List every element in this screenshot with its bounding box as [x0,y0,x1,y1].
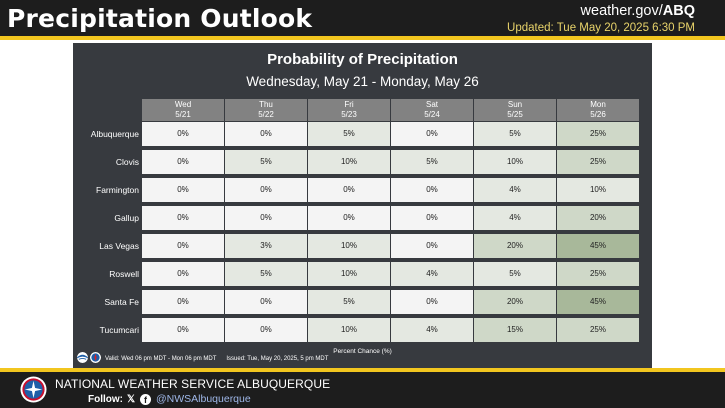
pop-cell: 0% [142,262,224,286]
units-note: Percent Chance (%) [333,348,392,355]
pop-cell: 0% [142,178,224,202]
pop-cell: 20% [557,206,639,230]
column-day: Thu [259,100,273,109]
pop-cell: 0% [142,234,224,258]
pop-cell: 0% [308,178,390,202]
office-name: NATIONAL WEATHER SERVICE ALBUQUERQUE [55,377,331,391]
column-header: Mon 5/26 [557,99,639,121]
valid-period: Valid: Wed 06 pm MDT - Mon 06 pm MDT [105,356,217,362]
pop-cell: 0% [391,178,473,202]
pop-cell: 10% [308,150,390,174]
column-date: 5/26 [590,110,606,119]
row-city-label: Santa Fe [104,297,140,307]
pop-cell: 0% [142,122,224,146]
footer-stripe [0,368,725,372]
pop-cell: 0% [225,318,307,342]
noaa-logo [77,352,88,363]
pop-cell: 0% [308,206,390,230]
site-office: ABQ [662,3,695,19]
row-city-label: Farmington [96,185,139,195]
pop-cell: 45% [557,290,639,314]
site-prefix: weather.gov/ [580,3,663,19]
pop-cell: 5% [225,150,307,174]
updated-timestamp: Updated: Tue May 20, 2025 6:30 PM [507,22,695,34]
validity-text: Valid: Wed 06 pm MDT - Mon 06 pm MDT Issu… [105,355,338,363]
pop-cell: 0% [142,290,224,314]
facebook-icon[interactable]: f [140,394,151,405]
row-city-label: Clovis [115,157,139,167]
column-date: 5/24 [424,110,440,119]
column-day: Wed [174,100,192,109]
pop-cell: 10% [308,234,390,258]
column-day: Sat [425,100,438,109]
pop-cell: 15% [474,318,556,342]
pop-cell: 5% [391,150,473,174]
pop-cell: 10% [308,262,390,286]
footer-bar [0,372,725,408]
column-day: Sun [507,100,523,109]
pop-cell: 5% [225,262,307,286]
pop-cell: 5% [308,122,390,146]
pop-cell: 0% [391,122,473,146]
pop-cell: 3% [225,234,307,258]
page-title: Precipitation Outlook [7,4,313,33]
pop-cell: 20% [474,290,556,314]
pop-cell: 0% [225,290,307,314]
column-header: Thu 5/22 [225,99,307,121]
pop-cell: 20% [474,234,556,258]
pop-cell: 25% [557,262,639,286]
pop-cell: 25% [557,318,639,342]
site-link[interactable]: weather.gov/ABQ [581,3,695,20]
pop-cell: 5% [308,290,390,314]
pop-cell: 4% [391,262,473,286]
nws-logo-small [90,352,101,363]
issued-time: Issued: Tue, May 20, 2025, 5 pm MDT [226,356,329,362]
nws-logo [20,376,47,403]
pop-cell: 0% [142,150,224,174]
pop-cell: 10% [557,178,639,202]
pop-panel: Probability of Precipitation Wednesday, … [73,43,652,369]
panel-subtitle: Wednesday, May 21 - Monday, May 26 [246,74,479,89]
pop-cell: 0% [142,318,224,342]
column-day: Mon [590,100,606,109]
pop-cell: 25% [557,122,639,146]
pop-cell: 0% [391,206,473,230]
panel-title: Probability of Precipitation [267,51,458,68]
row-city-label: Las Vegas [99,241,139,251]
header-bar: Precipitation Outlook weather.gov/ABQ Up… [0,0,725,36]
pop-cell: 0% [142,206,224,230]
pop-cell: 5% [474,262,556,286]
pop-cell: 5% [474,122,556,146]
row-city-label: Albuquerque [90,129,139,139]
pop-cell: 4% [474,206,556,230]
social-handle[interactable]: @NWSAlbuquerque [156,393,251,405]
pop-cell: 45% [557,234,639,258]
column-day: Fri [344,100,354,109]
pop-cell: 0% [225,206,307,230]
pop-cell: 0% [225,178,307,202]
row-city-label: Gallup [114,213,139,223]
column-header: Sun 5/25 [474,99,556,121]
column-date: 5/21 [175,110,191,119]
pop-cell: 4% [391,318,473,342]
column-header: Wed 5/21 [142,99,224,121]
pop-cell: 0% [391,290,473,314]
column-header: Sat 5/24 [391,99,473,121]
header-stripe [0,36,725,40]
pop-cell: 10% [474,150,556,174]
column-header: Fri 5/23 [308,99,390,121]
column-date: 5/22 [258,110,274,119]
follow-label: Follow: [88,394,123,405]
pop-cell: 25% [557,150,639,174]
column-date: 5/25 [507,110,523,119]
column-date: 5/23 [341,110,357,119]
x-icon[interactable]: 𝕏 [127,394,136,405]
pop-cell: 10% [308,318,390,342]
pop-cell: 0% [225,122,307,146]
pop-cell: 0% [391,234,473,258]
row-city-label: Tucumcari [99,325,139,335]
pop-cell: 4% [474,178,556,202]
row-city-label: Roswell [109,269,139,279]
